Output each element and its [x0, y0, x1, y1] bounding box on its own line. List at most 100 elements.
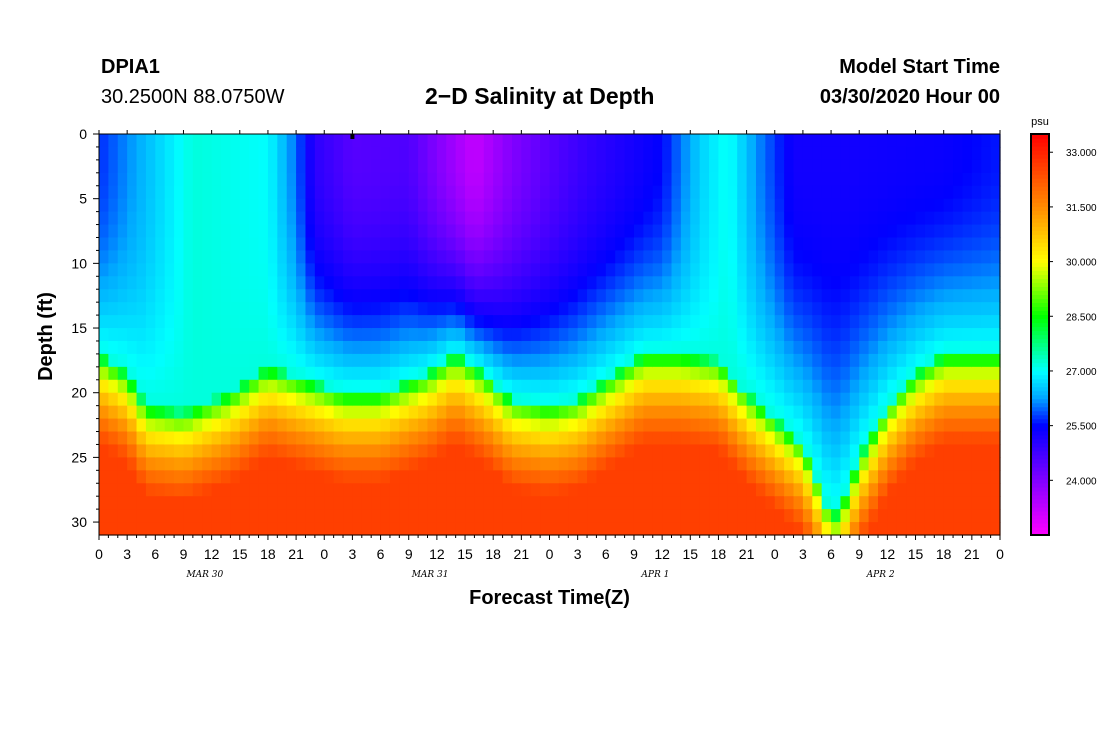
heat-cell — [981, 224, 992, 239]
heat-cell — [136, 444, 147, 458]
heat-cell — [990, 431, 1001, 446]
heat-cell — [267, 250, 278, 264]
heat-cell — [399, 509, 410, 523]
heat-cell — [784, 328, 795, 342]
heat-cell — [624, 392, 635, 407]
heat-cell — [108, 418, 119, 433]
heat-cell — [643, 237, 654, 252]
heat-cell — [605, 263, 616, 277]
heat-cell — [624, 198, 635, 213]
heat-cell — [427, 289, 438, 303]
heat-cell — [962, 405, 973, 420]
heat-cell — [511, 211, 522, 226]
heat-cell — [249, 198, 260, 213]
heat-cell — [371, 353, 382, 368]
heat-cell — [859, 172, 870, 187]
heat-cell — [596, 198, 607, 213]
heat-cell — [558, 289, 569, 303]
heat-cell — [314, 198, 325, 213]
heat-cell — [277, 340, 288, 355]
heat-cell — [615, 522, 626, 536]
heat-cell — [324, 483, 335, 497]
heat-cell — [662, 470, 673, 484]
heat-cell — [493, 457, 504, 471]
heat-cell — [699, 379, 710, 394]
heat-cell — [727, 250, 738, 264]
heat-cell — [117, 392, 128, 407]
heat-cell — [164, 250, 175, 264]
heat-cell — [737, 522, 748, 536]
heat-cell — [577, 431, 588, 446]
heat-cell — [699, 224, 710, 239]
heat-cell — [502, 470, 513, 484]
heat-cell — [483, 276, 494, 290]
colorbar-segment — [1031, 406, 1049, 412]
heat-cell — [615, 509, 626, 523]
heat-cell — [399, 340, 410, 355]
heat-cell — [521, 470, 532, 484]
heat-cell — [709, 457, 720, 471]
heat-cell — [868, 509, 879, 523]
heat-cell — [887, 340, 898, 355]
heat-cell — [286, 379, 297, 394]
heat-cell — [690, 146, 701, 161]
heat-cell — [192, 366, 203, 381]
heat-cell — [887, 315, 898, 329]
heat-cell — [849, 431, 860, 446]
heat-cell — [774, 289, 785, 303]
heat-cell — [605, 379, 616, 394]
heat-cell — [493, 250, 504, 264]
heat-cell — [221, 146, 231, 161]
heat-cell — [136, 302, 147, 316]
heat-cell — [943, 353, 954, 368]
heat-cell — [587, 159, 598, 174]
heat-cell — [652, 224, 663, 239]
heat-cell — [962, 263, 973, 277]
heat-cell — [943, 366, 954, 381]
heat-cell — [305, 418, 316, 433]
heat-cell — [324, 224, 335, 239]
heat-cell — [511, 250, 522, 264]
heat-cell — [202, 250, 213, 264]
heat-cell — [549, 457, 560, 471]
heat-cell — [624, 263, 635, 277]
heat-cell — [99, 146, 109, 161]
heat-cell — [624, 457, 635, 471]
heat-cell — [568, 289, 579, 303]
heat-cell — [389, 224, 400, 239]
colorbar-segment — [1031, 386, 1049, 392]
heat-cell — [877, 431, 888, 446]
heat-cell — [540, 159, 551, 174]
heat-cell — [849, 340, 860, 355]
heat-cell — [953, 211, 964, 226]
heat-cell — [249, 146, 260, 161]
heat-cell — [896, 470, 907, 484]
heat-cell — [399, 431, 410, 446]
heat-cell — [699, 185, 710, 200]
heat-cell — [221, 483, 231, 497]
heat-cell — [127, 224, 138, 239]
heat-cell — [380, 379, 391, 394]
heat-cell — [831, 289, 842, 303]
heat-cell — [427, 237, 438, 252]
heat-cell — [587, 198, 598, 213]
heat-cell — [953, 483, 964, 497]
heat-cell — [549, 146, 560, 161]
heat-cell — [549, 431, 560, 446]
heat-cell — [981, 172, 992, 187]
heat-cell — [108, 289, 119, 303]
heat-cell — [436, 211, 447, 226]
heat-cell — [915, 483, 926, 497]
heat-cell — [267, 366, 278, 381]
heat-cell — [540, 237, 551, 252]
heat-cell — [558, 418, 569, 433]
heat-cell — [277, 483, 288, 497]
heat-cell — [286, 522, 297, 536]
heat-cell — [174, 302, 185, 316]
heat-cell — [324, 302, 335, 316]
heat-cell — [568, 276, 579, 290]
heat-cell — [267, 237, 278, 252]
heat-cell — [361, 224, 372, 239]
heat-cell — [868, 276, 879, 290]
heat-cell — [643, 509, 654, 523]
